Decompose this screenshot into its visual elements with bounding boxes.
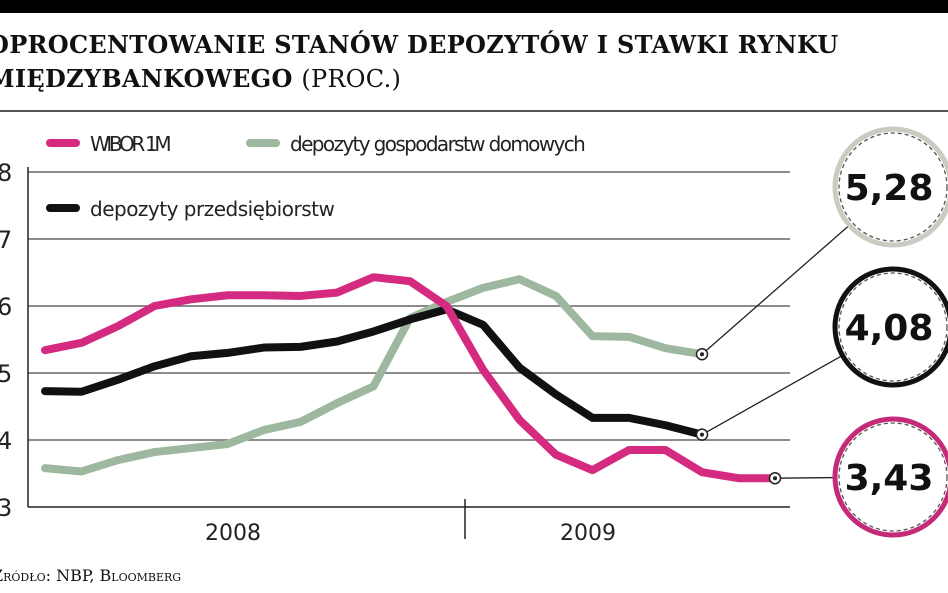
legend-label: depozyty przedsiębiorstw — [90, 197, 335, 221]
chart-unit: (PROC.) — [301, 65, 402, 93]
x-tick-label: 2008 — [205, 521, 261, 546]
source-note: Źródło: NBP, Bloomberg — [0, 566, 182, 585]
endpoint-dot — [700, 352, 704, 357]
chart-title-line1: OPROCENTOWANIE STANÓW DEPOZYTÓW I STAWKI… — [0, 30, 839, 59]
legend-label: WIBOR 1M — [90, 132, 172, 156]
callout-value: 5,28 — [845, 168, 934, 209]
callout-value: 4,08 — [845, 308, 934, 349]
top-bar — [0, 0, 948, 13]
y-tick-label: 3 — [0, 494, 12, 522]
endpoint-dot — [700, 432, 704, 437]
legend-background — [242, 125, 602, 159]
callout-leader — [701, 354, 843, 436]
chart-title-line2: MIĘDZYBANKOWEGO (PROC.) — [0, 64, 401, 93]
callout-circle — [832, 416, 948, 538]
callout-circle-dashes — [838, 422, 948, 532]
chart-title-main: MIĘDZYBANKOWEGO — [0, 64, 293, 93]
callout-circle — [832, 126, 948, 248]
callout-circle-dashes — [838, 272, 948, 382]
callout-value: 3,43 — [845, 458, 934, 499]
y-tick-label: 4 — [0, 427, 12, 455]
y-tick-label: 8 — [0, 159, 12, 187]
callout-circle-dashes — [838, 132, 948, 242]
callout-leader — [701, 224, 850, 355]
y-tick-label: 7 — [0, 226, 12, 254]
series-line — [41, 275, 706, 476]
x-tick-label: 2009 — [560, 521, 616, 546]
series-line — [41, 273, 779, 483]
y-tick-label: 5 — [0, 360, 12, 388]
legend-label: depozyty gospodarstw domowych — [290, 132, 586, 156]
title-separator — [0, 110, 948, 112]
series-line — [41, 305, 706, 439]
legend-background — [42, 190, 349, 224]
endpoint-dot — [773, 476, 777, 481]
y-tick-label: 6 — [0, 293, 12, 321]
callout-circle — [832, 266, 948, 388]
callout-leader — [774, 476, 836, 479]
